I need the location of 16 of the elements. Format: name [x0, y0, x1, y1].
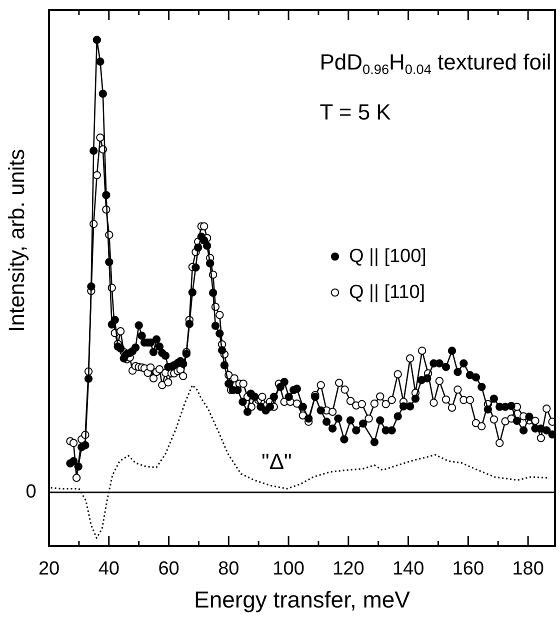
x-tick-label: 60: [158, 558, 180, 580]
x-axis-title: Energy transfer, meV: [194, 586, 411, 613]
ref-line-label: 0: [26, 482, 36, 503]
annotation: T = 5 K: [320, 100, 392, 125]
annotation: "Δ": [262, 448, 292, 474]
y-axis-title: Intensity, arb. units: [4, 148, 30, 332]
legend-label: Q || [110]: [349, 282, 426, 303]
x-tick-label: 180: [512, 558, 544, 580]
x-tick-label: 80: [218, 558, 240, 580]
x-tick-label: 120: [332, 558, 364, 580]
x-tick-label: 20: [38, 558, 60, 580]
x-tick-label: 160: [452, 558, 484, 580]
x-tick-label: 40: [98, 558, 120, 580]
x-tick-label: 100: [272, 558, 304, 580]
x-tick-label: 140: [392, 558, 424, 580]
legend-label: Q || [100]: [349, 246, 426, 267]
